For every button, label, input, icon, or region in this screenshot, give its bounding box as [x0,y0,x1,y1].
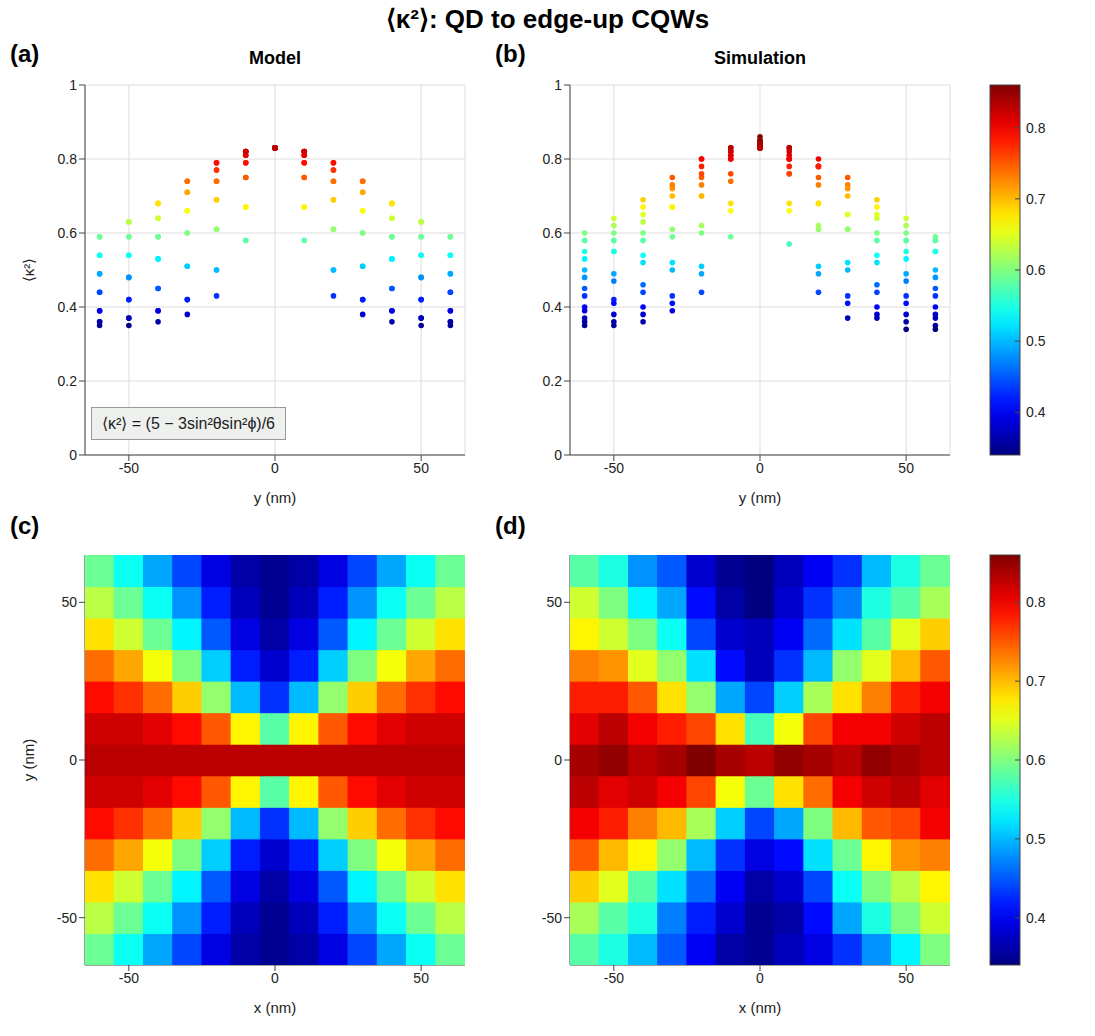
svg-text:0.8: 0.8 [58,151,78,167]
svg-text:50: 50 [898,460,914,476]
svg-text:x (nm): x (nm) [739,999,782,1016]
svg-text:-50: -50 [119,460,139,476]
svg-text:y (nm): y (nm) [739,489,782,506]
svg-text:0.8: 0.8 [1026,120,1046,136]
html-text:⟨κ²⟩: QD to edge-up CQWs: ⟨κ²⟩: QD to edge-up CQWs [385,4,710,34]
svg-text:0: 0 [756,460,764,476]
svg-text:50: 50 [546,594,562,610]
svg-text:0: 0 [554,752,562,768]
svg-text:50: 50 [898,970,914,986]
html-text:(d): (d) [495,512,526,539]
svg-text:0.2: 0.2 [58,373,78,389]
svg-text:0.4: 0.4 [543,299,563,315]
html-text:Simulation: Simulation [714,48,806,68]
svg-text:y (nm): y (nm) [254,489,297,506]
svg-text:-50: -50 [604,460,624,476]
svg-text:0.4: 0.4 [1026,910,1046,926]
svg-text:-50: -50 [604,970,624,986]
svg-text:0.7: 0.7 [1026,191,1046,207]
svg-text:0.6: 0.6 [543,225,563,241]
svg-text:-50: -50 [119,970,139,986]
svg-text:50: 50 [413,460,429,476]
svg-text:0: 0 [271,460,279,476]
svg-text:y (nm): y (nm) [20,739,37,782]
html-text:(a): (a) [10,40,40,67]
svg-text:0.7: 0.7 [1026,673,1046,689]
svg-text:0: 0 [69,752,77,768]
svg-text:0.2: 0.2 [543,373,563,389]
svg-text:0.6: 0.6 [1026,262,1046,278]
svg-text:0.4: 0.4 [1026,404,1046,420]
svg-text:0.4: 0.4 [58,299,78,315]
svg-text:-50: -50 [542,910,562,926]
svg-text:0.6: 0.6 [58,225,78,241]
svg-text:0: 0 [69,447,77,463]
svg-text:0: 0 [271,970,279,986]
html-text:Model: Model [249,48,301,68]
svg-text:0.8: 0.8 [543,151,563,167]
svg-text:0.5: 0.5 [1026,831,1046,847]
svg-text:0.8: 0.8 [1026,594,1046,610]
svg-text:50: 50 [61,594,77,610]
svg-text:-50: -50 [57,910,77,926]
svg-text:x (nm): x (nm) [254,999,297,1016]
html-text:(b): (b) [495,40,526,67]
html-text:(c): (c) [10,512,40,539]
svg-text:0.5: 0.5 [1026,333,1046,349]
html-text:⟨κ²⟩ = (5 − 3sin²θsin²ϕ)/6: ⟨κ²⟩ = (5 − 3sin²θsin²ϕ)/6 [102,415,275,432]
svg-text:⟨κ²⟩: ⟨κ²⟩ [20,258,37,283]
svg-text:0: 0 [756,970,764,986]
svg-text:0: 0 [554,447,562,463]
svg-text:50: 50 [413,970,429,986]
svg-text:0.6: 0.6 [1026,752,1046,768]
svg-text:1: 1 [69,77,77,93]
svg-text:1: 1 [554,77,562,93]
